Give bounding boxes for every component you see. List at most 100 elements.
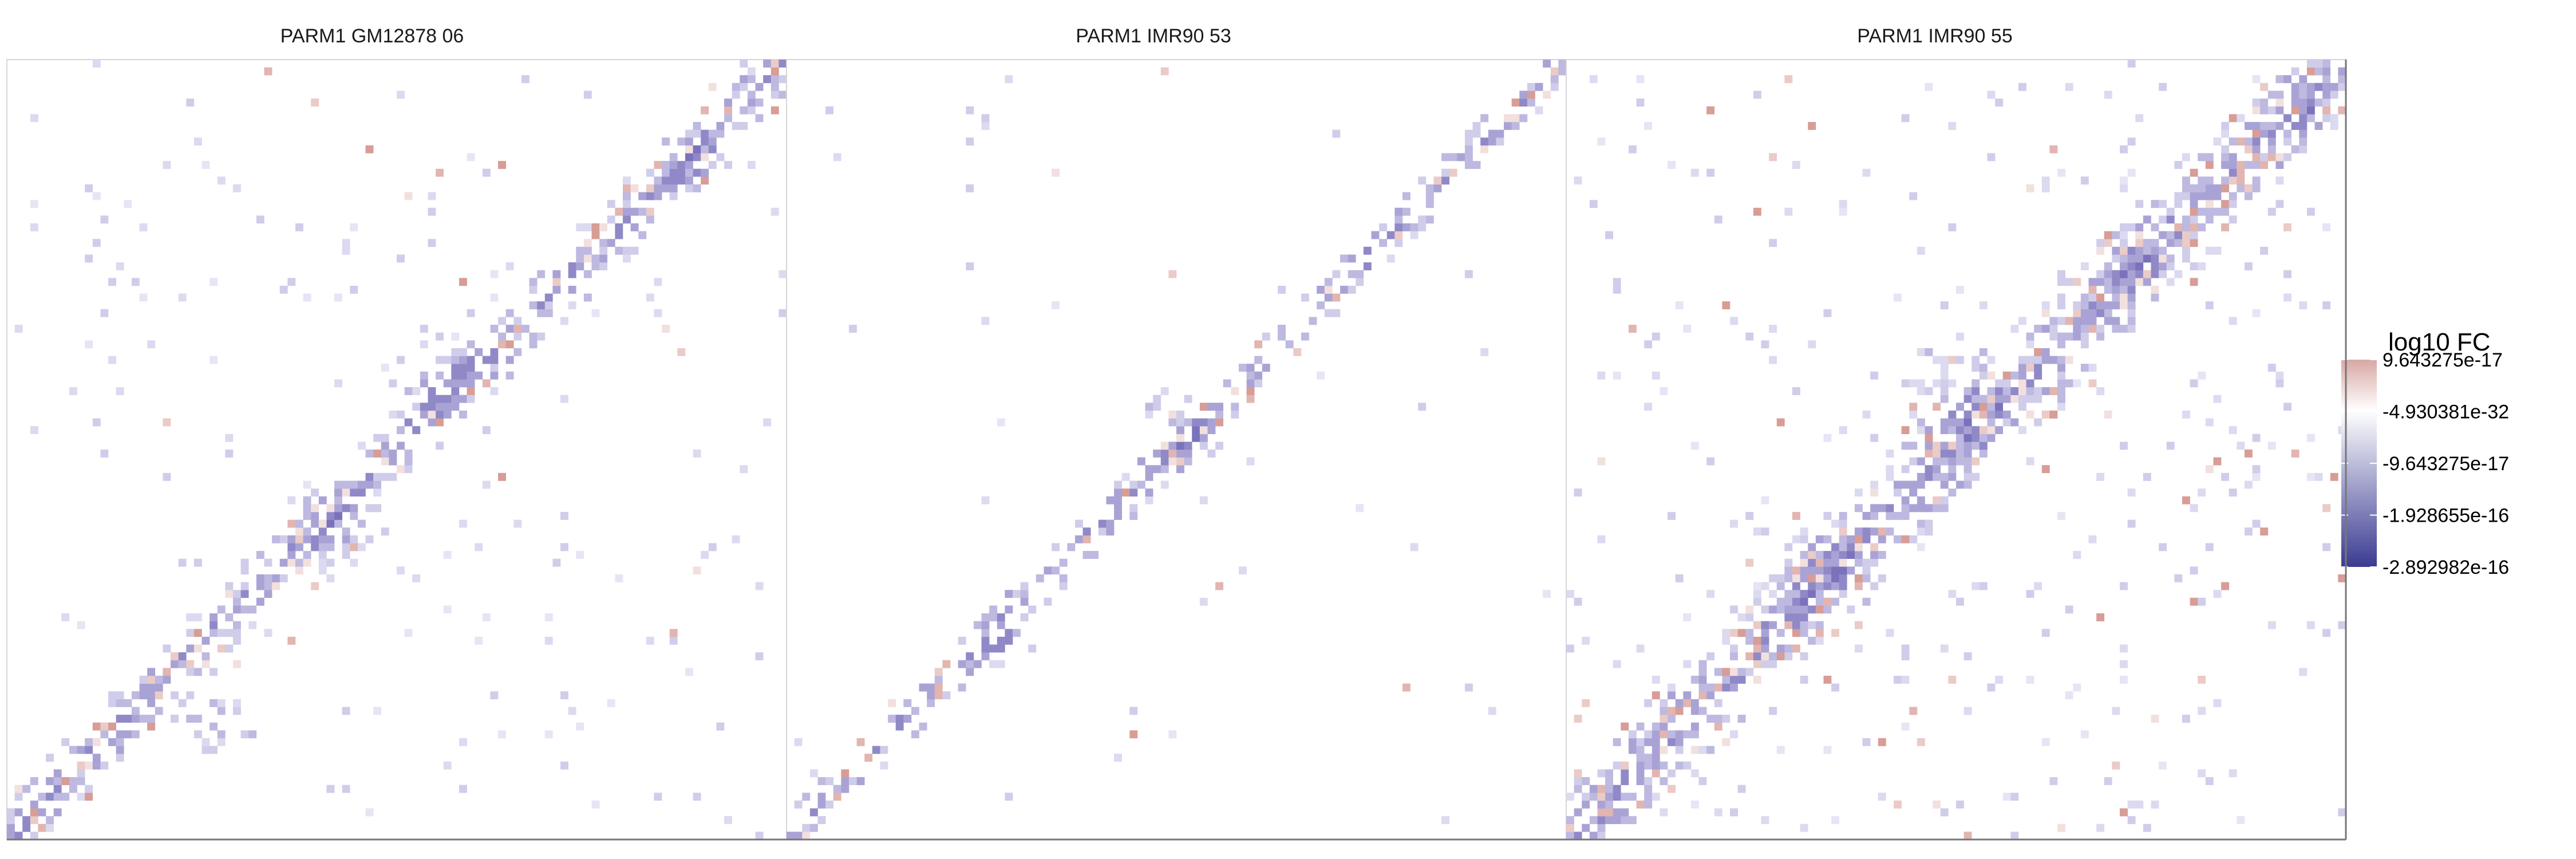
- heatmap-cell: [1675, 730, 1684, 739]
- heatmap-cell: [1644, 800, 1653, 809]
- heatmap-cell: [1675, 738, 1684, 746]
- heatmap-cell: [2221, 582, 2229, 590]
- heatmap-cell: [1925, 348, 1933, 356]
- heatmap-cell: [2229, 176, 2237, 185]
- heatmap-cell: [1956, 800, 1964, 809]
- heatmap-cell: [1574, 777, 1582, 785]
- heatmap-cell: [2057, 387, 2065, 395]
- heatmap-cell: [193, 644, 202, 653]
- heatmap-cell: [2205, 184, 2214, 192]
- heatmap-cell: [1176, 410, 1184, 419]
- heatmap-cell: [2096, 270, 2105, 278]
- heatmap-cell: [2237, 184, 2245, 192]
- heatmap-cell: [77, 777, 85, 785]
- heatmap-cell: [2221, 153, 2229, 161]
- heatmap-cell: [1044, 566, 1052, 575]
- heatmap-cell: [2291, 121, 2300, 130]
- heatmap-cell: [544, 636, 553, 645]
- facet-title-2: PARM1 IMR90 53: [1076, 25, 1231, 47]
- heatmap-cell: [1519, 98, 1528, 107]
- heatmap-cell: [30, 800, 38, 809]
- heatmap-cell: [1956, 426, 1964, 435]
- heatmap-cell: [1761, 496, 1769, 505]
- heatmap-cell: [1800, 590, 1808, 598]
- heatmap-cell: [1971, 395, 1980, 403]
- heatmap-cell: [1660, 730, 1668, 739]
- heatmap-cell: [1925, 387, 1933, 395]
- heatmap-cell: [100, 450, 109, 458]
- heatmap-cell: [1558, 67, 1567, 76]
- heatmap-cell: [1074, 535, 1083, 543]
- heatmap-cell: [1621, 769, 1629, 778]
- heatmap-cell: [1698, 707, 1707, 715]
- heatmap-cell: [240, 566, 249, 575]
- heatmap-cell: [685, 161, 693, 169]
- heatmap-cell: [46, 823, 54, 832]
- heatmap-cell: [334, 379, 342, 388]
- heatmap-cell: [295, 566, 303, 575]
- heatmap-cell: [669, 184, 678, 192]
- heatmap-cell: [2306, 434, 2315, 442]
- heatmap-cell: [2213, 457, 2222, 466]
- heatmap-cell: [116, 738, 124, 746]
- heatmap-cell: [334, 496, 342, 505]
- heatmap-cell: [2159, 543, 2167, 551]
- heatmap-cell: [1137, 480, 1145, 489]
- heatmap-cell: [1636, 754, 1645, 762]
- heatmap-cell: [217, 707, 226, 715]
- heatmap-cell: [30, 200, 38, 208]
- heatmap-cell: [287, 519, 296, 528]
- heatmap-cell: [46, 754, 54, 762]
- heatmap-cell: [2104, 90, 2112, 99]
- heatmap-cell: [2190, 278, 2198, 286]
- heatmap-cell: [1839, 551, 1847, 559]
- heatmap-cell: [1979, 364, 1988, 372]
- heatmap-cell: [693, 450, 701, 458]
- heatmap-cell: [1652, 332, 1660, 341]
- heatmap-cell: [942, 691, 951, 700]
- heatmap-cell: [693, 168, 701, 177]
- heatmap-cell: [490, 325, 499, 333]
- heatmap-cell: [287, 551, 296, 559]
- heatmap-cell: [147, 699, 156, 707]
- heatmap-cell: [2198, 707, 2206, 715]
- heatmap-cell: [708, 137, 717, 146]
- heatmap-cell: [1870, 527, 1879, 536]
- heatmap-cell: [677, 137, 686, 146]
- heatmap-cell: [443, 551, 452, 559]
- heatmap-cell: [1628, 325, 1637, 333]
- heatmap-cell: [1464, 270, 1473, 278]
- heatmap-cell: [1020, 590, 1029, 598]
- heatmap-cell: [2190, 223, 2198, 231]
- heatmap-cell: [436, 356, 444, 364]
- heatmap-cell: [2120, 442, 2128, 450]
- heatmap-cell: [1987, 426, 1996, 435]
- heatmap-cell: [1464, 129, 1473, 138]
- heatmap-cell: [1854, 574, 1863, 582]
- heatmap-cell: [2120, 223, 2128, 231]
- heatmap-cell: [755, 582, 764, 590]
- heatmap-cell: [1995, 675, 2004, 684]
- heatmap-cell: [2252, 176, 2261, 185]
- heatmap-cell: [1769, 356, 1777, 364]
- heatmap-cell: [1792, 605, 1800, 614]
- heatmap-cell: [1566, 823, 1574, 832]
- heatmap-cell: [1823, 551, 1832, 559]
- heatmap-cell: [1425, 200, 1434, 208]
- heatmap-cell: [2306, 207, 2315, 216]
- heatmap-cell: [1160, 457, 1169, 466]
- heatmap-cell: [529, 278, 538, 286]
- heatmap-cell: [1464, 153, 1473, 161]
- heatmap-cell: [966, 137, 974, 146]
- heatmap-cell: [560, 511, 568, 520]
- heatmap-cell: [1948, 223, 1957, 231]
- heatmap-cell: [2322, 75, 2331, 84]
- heatmap-cell: [287, 496, 296, 505]
- heatmap-cell: [1862, 527, 1871, 536]
- heatmap-cell: [2120, 285, 2128, 294]
- heatmap-cell: [2057, 379, 2065, 388]
- heatmap-cell: [2127, 223, 2136, 231]
- heatmap-cell: [919, 683, 927, 692]
- heatmap-cell: [1956, 434, 1964, 442]
- heatmap-cell: [2151, 223, 2159, 231]
